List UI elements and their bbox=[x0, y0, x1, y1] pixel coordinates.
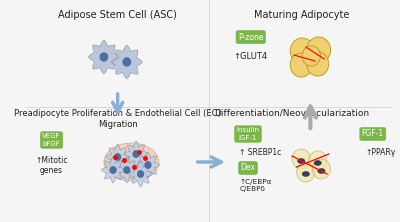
Text: ↑PPARγ: ↑PPARγ bbox=[366, 148, 396, 157]
FancyArrowPatch shape bbox=[305, 106, 316, 128]
Ellipse shape bbox=[318, 168, 325, 174]
Circle shape bbox=[307, 37, 330, 63]
Text: Adipose Stem Cell (ASC): Adipose Stem Cell (ASC) bbox=[58, 10, 177, 20]
Text: Insulin
IGF-1: Insulin IGF-1 bbox=[236, 127, 260, 141]
Circle shape bbox=[145, 162, 151, 168]
Polygon shape bbox=[124, 141, 148, 167]
Text: ↑Mitotic
genes: ↑Mitotic genes bbox=[35, 156, 68, 175]
FancyArrowPatch shape bbox=[113, 94, 123, 112]
Circle shape bbox=[292, 149, 310, 169]
Ellipse shape bbox=[298, 159, 305, 163]
Polygon shape bbox=[101, 157, 125, 183]
Ellipse shape bbox=[314, 161, 322, 165]
Polygon shape bbox=[129, 161, 152, 187]
Polygon shape bbox=[112, 45, 142, 79]
Circle shape bbox=[312, 159, 330, 179]
Circle shape bbox=[302, 46, 320, 66]
Circle shape bbox=[138, 171, 144, 177]
FancyArrowPatch shape bbox=[198, 157, 221, 167]
Text: VEGF
bFGF: VEGF bFGF bbox=[42, 133, 61, 147]
Polygon shape bbox=[88, 40, 120, 74]
Circle shape bbox=[123, 58, 130, 66]
Circle shape bbox=[133, 151, 139, 157]
Polygon shape bbox=[136, 152, 160, 178]
Text: ↑GLUT4: ↑GLUT4 bbox=[234, 52, 268, 61]
Circle shape bbox=[307, 52, 329, 76]
Text: Differentiation/Neovascularization: Differentiation/Neovascularization bbox=[214, 109, 370, 118]
Circle shape bbox=[115, 154, 120, 160]
Circle shape bbox=[290, 53, 312, 77]
Circle shape bbox=[124, 167, 130, 173]
Text: Maturing Adipocyte: Maturing Adipocyte bbox=[254, 10, 349, 20]
Circle shape bbox=[308, 151, 327, 171]
Circle shape bbox=[100, 53, 108, 61]
Text: ↑ SREBP1c: ↑ SREBP1c bbox=[239, 148, 281, 157]
Circle shape bbox=[290, 38, 314, 64]
Text: FGF-1: FGF-1 bbox=[362, 129, 384, 139]
Circle shape bbox=[110, 167, 116, 173]
Polygon shape bbox=[115, 157, 139, 183]
Text: Preadipocyte Proliferation & Endothelial Cell (EC)
Migration: Preadipocyte Proliferation & Endothelial… bbox=[14, 109, 221, 129]
Ellipse shape bbox=[302, 172, 310, 176]
Circle shape bbox=[297, 162, 315, 182]
Text: Dex: Dex bbox=[240, 163, 256, 172]
Text: P-zone: P-zone bbox=[238, 32, 264, 42]
Ellipse shape bbox=[104, 143, 159, 181]
Text: ↑C/EBPα
C/EBPδ: ↑C/EBPα C/EBPδ bbox=[240, 179, 272, 192]
Polygon shape bbox=[106, 144, 130, 170]
